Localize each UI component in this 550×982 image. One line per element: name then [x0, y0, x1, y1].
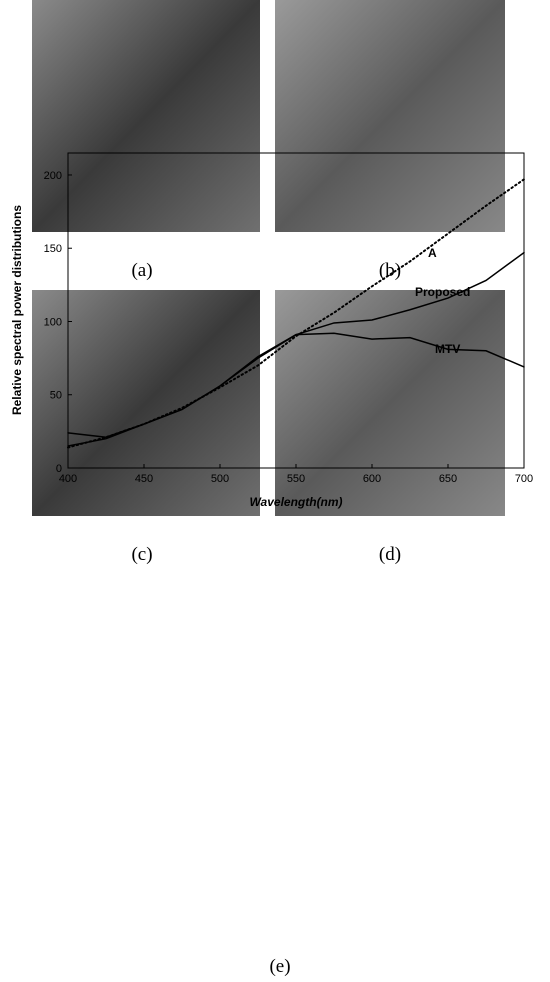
series-label: MTV	[435, 342, 460, 356]
x-tick-label: 650	[439, 473, 457, 485]
y-tick-label: 150	[44, 243, 62, 255]
series-label: A	[428, 246, 437, 260]
x-tick-label: 550	[287, 473, 305, 485]
x-tick-label: 450	[135, 473, 153, 485]
x-tick-label: 600	[363, 473, 381, 485]
series-label: Proposed	[415, 285, 470, 299]
photo	[275, 0, 505, 232]
x-tick-label: 500	[211, 473, 229, 485]
caption: (a)	[131, 260, 152, 281]
photo	[32, 0, 260, 232]
x-axis-label: Wavelength(nm)	[249, 495, 342, 509]
caption: (c)	[131, 544, 152, 565]
figure: (a) (b) (c) (d) (e) Wavelength(nm) Relat…	[0, 0, 550, 982]
y-tick-label: 50	[50, 390, 62, 402]
caption: (d)	[379, 544, 401, 565]
caption: (e)	[269, 956, 290, 977]
x-tick-label: 700	[515, 473, 533, 485]
photo	[275, 290, 505, 516]
y-tick-label: 100	[44, 316, 62, 328]
y-tick-label: 0	[56, 463, 62, 475]
y-axis-label: Relative spectral power distributions	[10, 205, 24, 415]
y-tick-label: 200	[44, 170, 62, 182]
caption: (b)	[379, 260, 401, 281]
